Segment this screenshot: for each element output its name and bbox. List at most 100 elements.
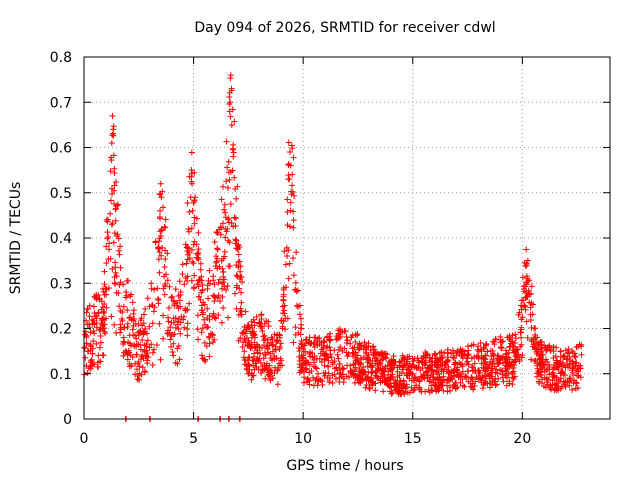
data-point	[244, 335, 251, 342]
data-point	[526, 299, 533, 306]
data-point	[186, 300, 193, 307]
data-point	[90, 303, 97, 310]
data-point	[87, 363, 94, 370]
data-point	[307, 349, 314, 356]
data-point	[189, 180, 196, 187]
data-point	[101, 281, 108, 288]
data-point	[191, 220, 198, 227]
data-point	[165, 318, 172, 325]
data-point	[418, 388, 425, 395]
data-point	[414, 355, 421, 362]
data-point	[167, 324, 174, 331]
data-point	[286, 176, 293, 183]
data-point	[335, 355, 342, 362]
data-point	[475, 355, 482, 362]
data-point	[284, 253, 291, 259]
data-point	[528, 356, 535, 363]
data-point	[179, 261, 186, 268]
data-point	[297, 315, 304, 322]
y-tick-label: 0.7	[50, 95, 72, 111]
data-point	[251, 350, 258, 357]
data-point	[531, 357, 538, 364]
data-point	[117, 243, 124, 250]
data-point	[159, 244, 166, 251]
data-point	[105, 284, 112, 291]
data-point	[304, 375, 311, 382]
data-point	[112, 206, 119, 213]
data-point	[285, 139, 292, 146]
data-point	[441, 362, 448, 369]
data-point	[435, 362, 442, 369]
data-point	[86, 321, 93, 328]
data-point	[231, 290, 238, 297]
data-point	[199, 287, 206, 294]
data-point	[303, 365, 310, 372]
data-point	[528, 336, 535, 343]
data-point	[453, 367, 460, 374]
data-point	[187, 194, 194, 201]
data-point	[101, 310, 108, 316]
data-point	[195, 293, 202, 300]
data-point	[83, 309, 90, 316]
data-point	[530, 301, 537, 308]
data-point	[219, 294, 226, 301]
data-point	[102, 315, 109, 322]
data-point	[336, 374, 343, 381]
data-point	[541, 374, 548, 381]
data-point	[101, 301, 108, 308]
data-point	[109, 265, 116, 272]
data-point	[298, 338, 305, 345]
data-point	[306, 361, 313, 368]
data-point	[242, 330, 249, 337]
data-point	[553, 344, 560, 351]
data-point	[386, 376, 393, 383]
data-point	[435, 376, 442, 383]
data-point	[314, 370, 321, 377]
data-point	[374, 360, 381, 367]
data-point	[185, 226, 192, 233]
data-point	[237, 268, 244, 275]
data-point	[491, 352, 498, 359]
data-point	[223, 286, 230, 293]
data-point	[87, 342, 94, 349]
data-point	[201, 321, 208, 328]
data-point	[553, 380, 560, 387]
data-point	[444, 349, 451, 356]
data-point	[480, 381, 487, 388]
data-point	[220, 279, 227, 286]
data-point	[188, 149, 195, 156]
data-point	[360, 346, 367, 353]
data-point	[188, 173, 195, 180]
data-point	[423, 350, 430, 357]
data-point	[468, 384, 475, 391]
data-point	[354, 331, 361, 338]
data-point	[388, 362, 395, 369]
data-point	[197, 260, 204, 267]
data-point	[541, 342, 548, 349]
data-point	[117, 264, 124, 271]
data-point	[551, 373, 558, 380]
data-point	[386, 358, 393, 365]
data-point	[96, 344, 103, 351]
data-point	[302, 336, 309, 343]
data-point	[236, 258, 243, 265]
data-point	[379, 368, 386, 375]
data-point	[106, 240, 113, 247]
data-point	[225, 219, 232, 226]
data-point	[264, 345, 271, 352]
data-point	[284, 209, 291, 216]
data-point	[537, 372, 544, 379]
data-point	[566, 362, 573, 369]
data-point	[111, 321, 118, 328]
data-point	[214, 245, 221, 252]
data-point	[214, 295, 221, 302]
data-point	[557, 370, 564, 377]
data-point	[191, 214, 198, 221]
data-point	[450, 372, 457, 379]
data-point	[158, 252, 165, 259]
data-point	[489, 338, 496, 345]
data-point	[298, 325, 305, 332]
data-point	[92, 313, 99, 320]
data-point	[456, 350, 463, 357]
data-point	[170, 297, 177, 304]
